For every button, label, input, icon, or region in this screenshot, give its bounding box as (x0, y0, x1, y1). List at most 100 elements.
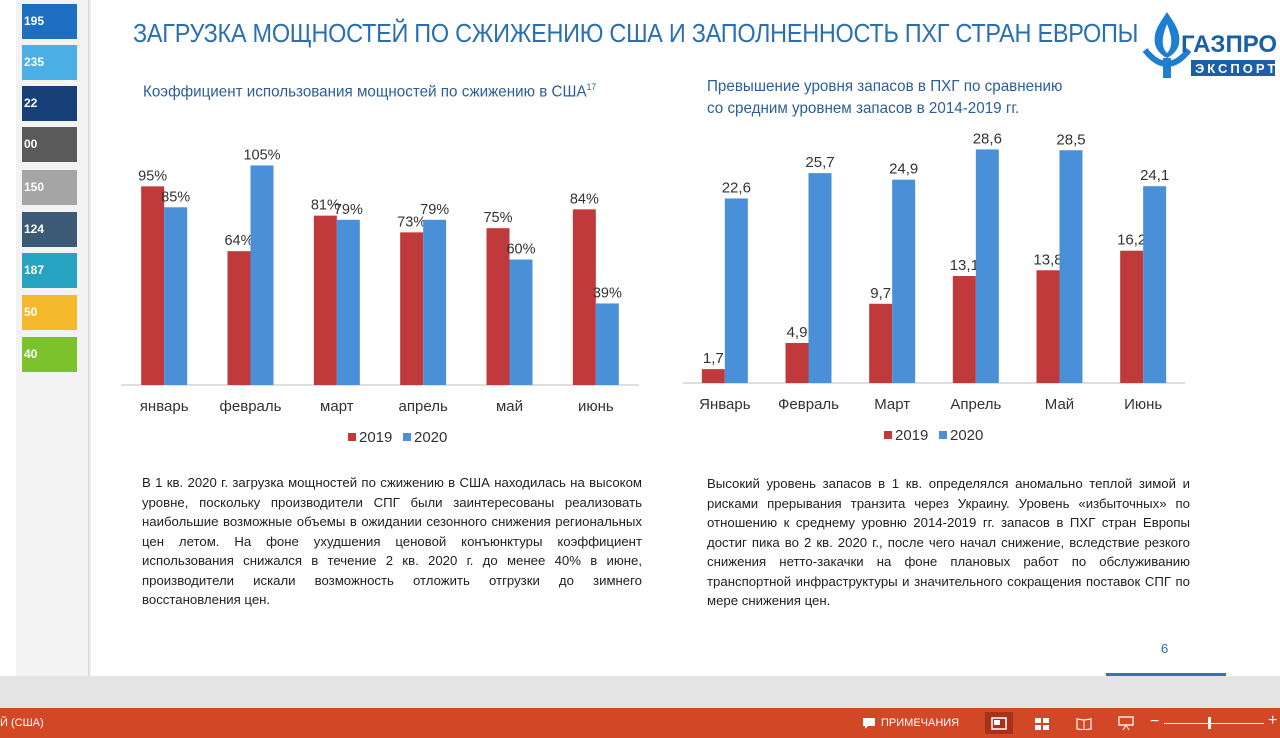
bar-2019 (572, 209, 596, 385)
bar-2020 (336, 219, 360, 385)
data-label: 25,7 (805, 154, 834, 171)
svg-text:ЭКСПОРТ: ЭКСПОРТ (1195, 61, 1277, 76)
slide-title: ЗАГРУЗКА МОЩНОСТЕЙ ПО СЖИЖЕНИЮ США И ЗАП… (133, 20, 1139, 48)
data-label: 24,1 (1140, 167, 1169, 184)
legend-label: 2019 (895, 427, 928, 444)
legend-label: 2020 (414, 429, 447, 446)
legend-swatch (884, 431, 892, 439)
slide-canvas[interactable]: ЗАГРУЗКА МОЩНОСТЕЙ ПО СЖИЖЕНИЮ США И ЗАП… (91, 0, 1280, 676)
left-chart-title: Коэффициент использования мощностей по с… (143, 82, 597, 101)
theme-swatch: 00 (22, 127, 77, 162)
data-label: 64% (224, 233, 253, 249)
bar-2020 (250, 165, 274, 385)
bar-2019 (869, 303, 893, 383)
bar-2020 (892, 179, 916, 383)
theme-swatch: 187 (22, 253, 77, 288)
legend-swatch (348, 433, 356, 441)
data-label: 28,6 (973, 130, 1002, 147)
bar-2020 (595, 303, 619, 385)
theme-swatch: 22 (22, 86, 77, 121)
notes-button[interactable]: ПРИМЕЧАНИЯ (862, 714, 959, 732)
data-label: 73% (397, 214, 426, 230)
data-label: 9,7 (870, 285, 891, 302)
category-label: Май (1045, 396, 1074, 413)
category-label: май (496, 398, 523, 415)
category-label: Февраль (778, 396, 839, 413)
bar-2019 (486, 228, 510, 385)
bar-2019 (141, 186, 165, 385)
theme-swatch: 40 (22, 337, 77, 372)
notes-icon (863, 717, 875, 729)
legend-swatch (939, 431, 947, 439)
category-label: Январь (699, 396, 751, 413)
bar-2019 (952, 276, 976, 383)
data-label: 79% (420, 202, 449, 218)
bar-2019 (785, 342, 809, 383)
data-label: 28,5 (1056, 131, 1085, 148)
data-label: 13,8 (1033, 251, 1062, 268)
storage-excess-chart: 1,7 22,6 Январь 4,9 25,7 Февраль 9,7 24,9 Март 13… (683, 130, 1185, 444)
category-label: Июнь (1124, 396, 1162, 413)
data-label: 75% (483, 210, 512, 226)
bar-2019 (701, 369, 725, 383)
data-label: 16,2 (1117, 232, 1146, 249)
zoom-slider[interactable] (1164, 723, 1264, 724)
zoom-out-button[interactable]: − (1150, 713, 1160, 730)
status-bar: Й (США) ПРИМЕЧАНИЯ − + (0, 708, 1280, 738)
legend-label: 2019 (359, 429, 392, 446)
data-label: 105% (243, 147, 280, 163)
theme-swatch: 235 (22, 45, 77, 80)
bar-2020 (1143, 186, 1167, 383)
right-paragraph: Высокий уровень запасов в 1 кв. определя… (707, 476, 1190, 608)
theme-swatch: 195 (22, 4, 77, 39)
legend-swatch (403, 433, 411, 441)
bar-2019 (313, 215, 337, 385)
thumbnail-strip (0, 0, 16, 708)
data-label: 24,9 (889, 161, 918, 178)
category-label: июнь (578, 398, 614, 415)
data-label: 1,7 (703, 350, 724, 367)
page-number: 6 (1161, 641, 1169, 656)
data-label: 22,6 (722, 179, 751, 196)
language-indicator[interactable]: Й (США) (0, 717, 44, 729)
right-chart-title: Превышение уровня запасов в ПХГ по сравн… (707, 78, 1063, 117)
bar-2020 (509, 259, 533, 385)
gazprom-flame-icon: ГАЗПРОМ ЭКСПОРТ (1142, 12, 1280, 78)
bar-2019 (400, 232, 424, 385)
data-label: 4,9 (787, 324, 808, 341)
slideshow-button[interactable] (1112, 712, 1140, 734)
bar-2019 (1120, 250, 1144, 383)
zoom-slider-thumb[interactable] (1208, 717, 1211, 729)
data-label: 81% (311, 198, 340, 214)
data-label: 84% (570, 191, 599, 207)
data-label: 95% (138, 168, 167, 184)
reading-view-icon (1076, 717, 1092, 730)
category-label: апрель (399, 398, 448, 415)
notes-label: ПРИМЕЧАНИЯ (881, 717, 960, 729)
data-label: 13,1 (950, 257, 979, 274)
slide-thumbnail-panel[interactable]: 195 235 22 00 150 124 187 50 40 (0, 0, 89, 708)
theme-swatch: 150 (22, 170, 77, 205)
category-label: март (320, 398, 354, 415)
bar-2020 (808, 173, 832, 383)
theme-swatch: 50 (22, 295, 77, 330)
normal-view-button[interactable] (985, 712, 1013, 734)
reading-view-button[interactable] (1070, 712, 1098, 734)
data-label: 60% (506, 242, 535, 258)
category-label: Март (874, 396, 910, 413)
data-label: 85% (161, 189, 190, 205)
page-accent-bar (1106, 673, 1226, 676)
bar-2020 (724, 198, 748, 383)
bar-2020 (164, 207, 188, 385)
bar-2019 (1036, 270, 1060, 383)
slide-sorter-button[interactable] (1028, 712, 1056, 734)
bar-2020 (1059, 150, 1083, 383)
lng-utilization-chart: 95%85%январь64%105%февраль81%79%март73%7… (121, 147, 639, 446)
left-paragraph: В 1 кв. 2020 г. загрузка мощностей по сж… (142, 475, 642, 607)
slide-sorter-icon (1035, 717, 1049, 730)
canvas-background (0, 676, 1280, 708)
bar-2020 (423, 219, 447, 385)
gazprom-export-logo: ГАЗПРОМ ЭКСПОРТ (1137, 8, 1280, 80)
zoom-in-button[interactable]: + (1268, 712, 1278, 729)
bar-2019 (227, 251, 251, 385)
